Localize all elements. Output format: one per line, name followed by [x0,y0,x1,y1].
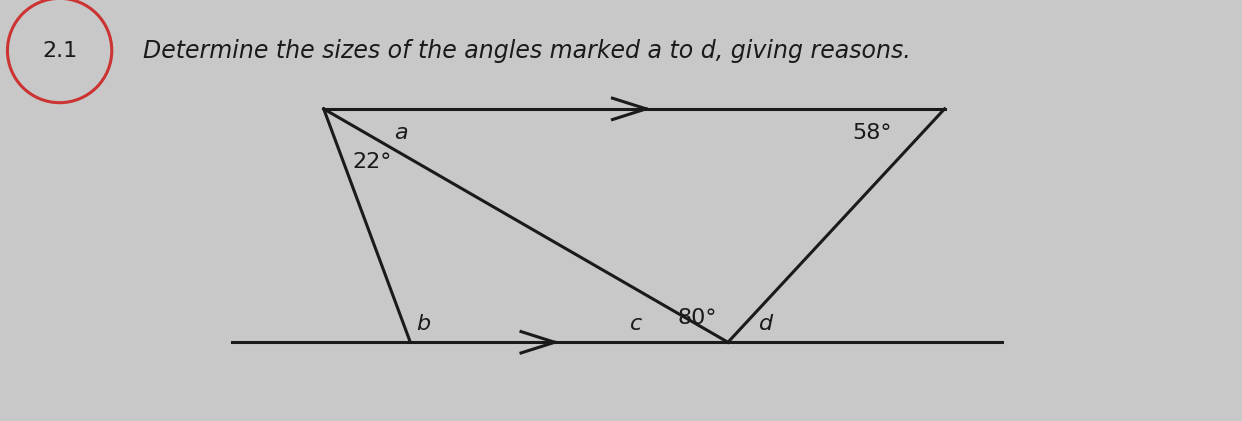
Text: b: b [416,314,430,334]
Text: a: a [394,123,407,143]
Text: d: d [759,314,774,334]
Text: c: c [631,314,642,334]
Text: 80°: 80° [677,308,717,328]
Text: 22°: 22° [353,152,391,172]
Text: 2.1: 2.1 [42,40,77,61]
Text: 58°: 58° [852,123,892,143]
Text: Determine the sizes of the angles marked a to d, giving reasons.: Determine the sizes of the angles marked… [143,38,910,63]
